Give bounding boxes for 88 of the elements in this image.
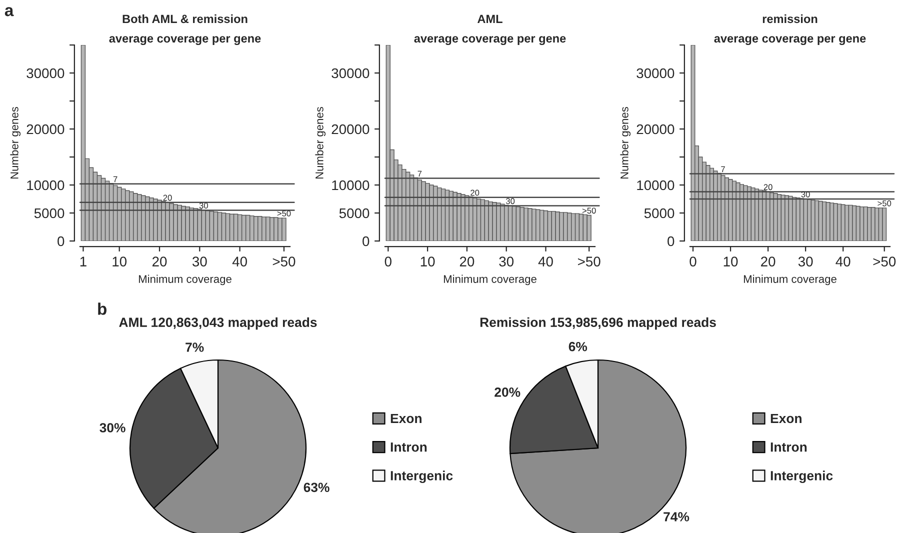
x-tick-label: 10 xyxy=(420,256,435,266)
x-tick-label: 20 xyxy=(152,256,167,266)
y-tick-label: 5000 xyxy=(34,208,64,218)
annotation: 20 xyxy=(470,190,480,196)
bar xyxy=(837,204,842,241)
data-label: 7% xyxy=(186,342,204,352)
x-tick-label: 0 xyxy=(384,256,392,266)
annotation: 30 xyxy=(199,202,208,209)
chart-title: AML 120,863,043 mapped reads xyxy=(119,317,317,330)
bar xyxy=(282,218,286,241)
data-label: 20% xyxy=(494,388,520,397)
bar xyxy=(807,199,812,241)
annotation: 7 xyxy=(721,166,725,172)
bar xyxy=(386,45,390,241)
chart-title: AML xyxy=(478,14,502,23)
text: a xyxy=(4,7,14,16)
bar xyxy=(867,207,872,241)
y-tick-label: 30000 xyxy=(332,68,370,78)
x-axis-title: Minimum coverage xyxy=(444,274,536,286)
data-label: 74% xyxy=(664,512,690,522)
bar xyxy=(860,206,864,241)
x-axis-title: Minimum coverage xyxy=(138,274,232,286)
chart-title: Remission 153,985,696 mapped reads xyxy=(480,317,716,330)
data-label: 63% xyxy=(304,482,330,492)
annotation: 20 xyxy=(163,194,172,201)
x-tick-label: >50 xyxy=(578,256,600,266)
annotation: >50 xyxy=(582,208,596,214)
y-tick-label: 20000 xyxy=(636,124,674,134)
bar xyxy=(852,205,857,241)
text: b xyxy=(98,302,106,315)
x-tick-label: 30 xyxy=(499,256,514,266)
x-axis-title: Minimum coverage xyxy=(744,274,836,286)
y-tick-label: 30000 xyxy=(26,68,64,78)
chart-subtitle: average coverage per gene xyxy=(714,36,866,45)
y-tick-label: 10000 xyxy=(637,180,674,190)
x-tick-label: 10 xyxy=(112,256,127,266)
x-tick-label: 10 xyxy=(724,256,738,266)
bar xyxy=(822,201,827,241)
chart-title: remission xyxy=(762,14,818,24)
y-tick-label: 10000 xyxy=(332,180,370,190)
x-tick-label: 20 xyxy=(460,256,474,266)
legend-label: Intron xyxy=(770,442,807,452)
annotation: >50 xyxy=(878,200,892,206)
x-tick-label: >50 xyxy=(272,256,296,266)
legend-label: Intron xyxy=(390,442,427,452)
annotation: 30 xyxy=(801,191,810,198)
bar xyxy=(181,206,186,241)
x-tick-label: 40 xyxy=(538,256,553,266)
y-tick-label: 5000 xyxy=(644,208,674,218)
x-tick-label: 30 xyxy=(192,256,207,266)
y-axis-title: Number genes xyxy=(620,106,631,179)
annotation: 30 xyxy=(506,198,515,204)
x-tick-label: 0 xyxy=(690,256,696,266)
annotation: 7 xyxy=(418,170,422,177)
bar xyxy=(830,202,834,241)
y-tick-label: 10000 xyxy=(27,180,64,190)
legend-label: Exon xyxy=(770,414,802,424)
y-axis-title: Number genes xyxy=(315,106,326,179)
chart-subtitle: average coverage per gene xyxy=(414,36,566,45)
x-tick-label: 40 xyxy=(232,256,247,266)
y-axis-title: Number genes xyxy=(10,106,21,179)
annotation: 20 xyxy=(764,184,772,190)
data-label: 30% xyxy=(100,423,126,432)
legend-label: Intergenic xyxy=(390,470,453,484)
y-tick-label: 0 xyxy=(58,236,64,246)
x-tick-label: 40 xyxy=(836,256,850,266)
annotation: 7 xyxy=(113,176,118,182)
legend-label: Exon xyxy=(390,414,422,424)
y-tick-label: 20000 xyxy=(332,124,370,134)
bar xyxy=(844,204,850,241)
x-tick-label: 30 xyxy=(798,256,813,266)
bar xyxy=(882,208,887,241)
annotation: >50 xyxy=(277,210,291,216)
y-tick-label: 0 xyxy=(668,236,674,246)
chart-title: Both AML & remission xyxy=(122,14,248,24)
bar xyxy=(874,208,880,241)
x-tick-label: 1 xyxy=(80,256,86,266)
y-tick-label: 30000 xyxy=(636,68,674,78)
chart-subtitle: average coverage per gene xyxy=(109,36,261,45)
x-tick-label: >50 xyxy=(873,256,896,266)
x-tick-label: 20 xyxy=(761,256,776,266)
legend-label: Intergenic xyxy=(770,470,833,484)
y-tick-label: 0 xyxy=(362,236,370,246)
bar xyxy=(586,214,592,241)
y-tick-label: 5000 xyxy=(339,208,370,218)
bar xyxy=(814,200,820,241)
y-tick-label: 20000 xyxy=(26,124,64,134)
data-label: 6% xyxy=(568,342,588,352)
